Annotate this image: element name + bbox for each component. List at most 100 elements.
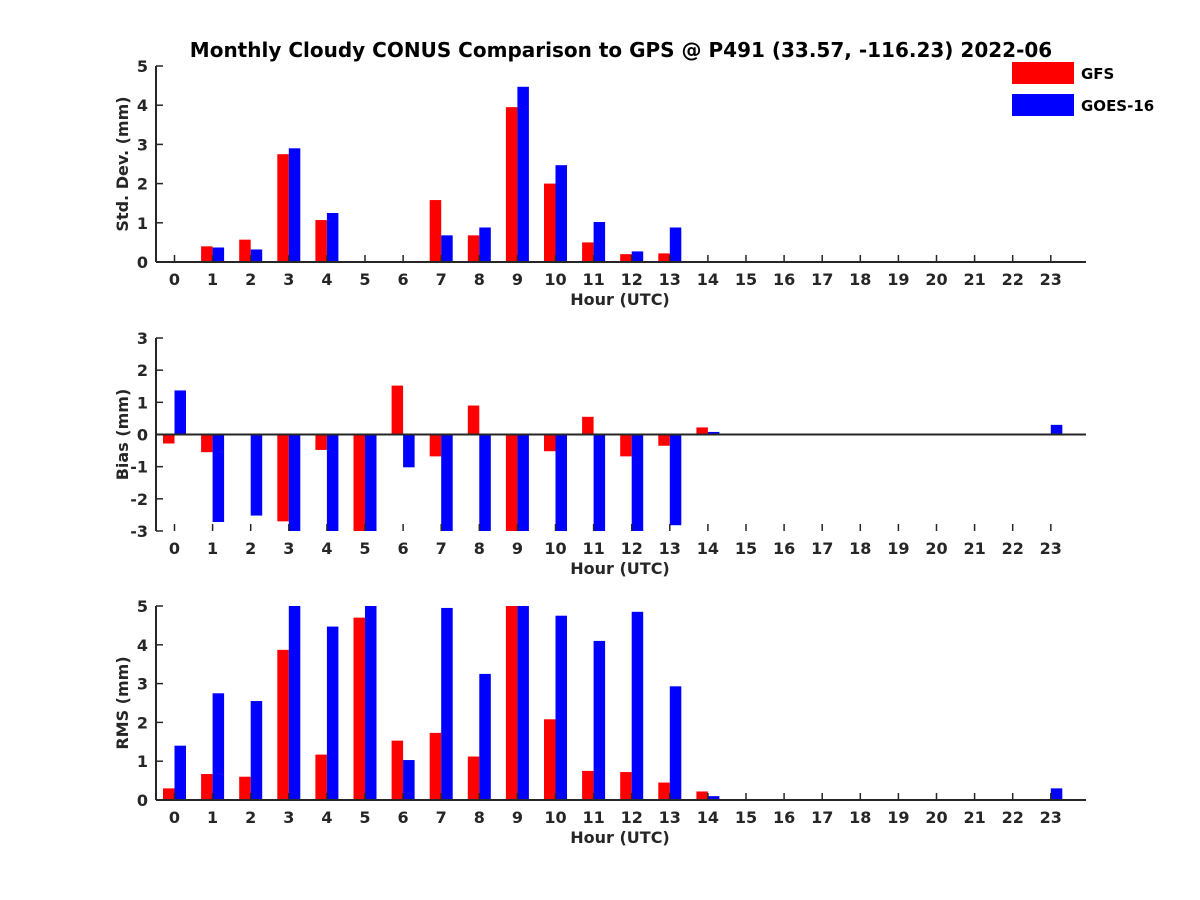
- bar-gfs-hour-4: [315, 434, 327, 450]
- bar-goes-16-hour-10: [555, 434, 567, 531]
- bar-goes-16-hour-14: [707, 431, 720, 435]
- x-tick-label: 14: [697, 270, 719, 289]
- bar-goes-16-hour-9: [517, 434, 529, 531]
- y-tick-label: 5: [137, 597, 148, 616]
- legend-label: GFS: [1081, 65, 1114, 83]
- x-tick-label: 1: [207, 539, 218, 558]
- bar-goes-16-hour-23: [1050, 424, 1063, 435]
- x-tick-label: 17: [811, 539, 833, 558]
- bar-gfs-hour-1: [201, 434, 213, 453]
- bar-gfs-hour-10: [544, 719, 556, 800]
- bar-gfs-hour-9: [505, 606, 518, 800]
- bar-gfs-hour-14: [696, 791, 708, 800]
- y-tick-label: 1: [137, 214, 148, 233]
- x-tick-label: 7: [436, 539, 447, 558]
- bar-goes-16-hour-3: [288, 606, 301, 800]
- y-tick-label: -1: [130, 458, 148, 477]
- y-tick-label: 3: [137, 329, 148, 348]
- x-tick-label: 21: [963, 539, 985, 558]
- bar-gfs-hour-6: [391, 740, 404, 800]
- x-tick-label: 6: [398, 539, 409, 558]
- x-tick-label: 6: [398, 270, 409, 289]
- x-tick-label: 5: [359, 808, 370, 827]
- x-tick-label: 7: [436, 270, 447, 289]
- bar-goes-16-hour-12: [631, 251, 644, 262]
- bar-goes-16-hour-1: [212, 434, 225, 522]
- bar-goes-16-hour-6: [403, 434, 415, 468]
- x-tick-label: 1: [207, 270, 218, 289]
- bar-goes-16-hour-0: [174, 390, 186, 435]
- y-tick-label: 3: [137, 135, 148, 154]
- bar-goes-16-hour-6: [403, 760, 415, 800]
- bar-goes-16-hour-13: [669, 227, 682, 262]
- x-axis-label: Hour (UTC): [570, 290, 670, 309]
- x-tick-label: 18: [849, 539, 871, 558]
- x-tick-label: 23: [1040, 270, 1062, 289]
- x-tick-label: 16: [773, 808, 795, 827]
- x-tick-label: 22: [1002, 808, 1024, 827]
- x-tick-label: 9: [512, 539, 523, 558]
- x-axis-label: Hour (UTC): [570, 559, 670, 578]
- x-tick-label: 5: [359, 539, 370, 558]
- bar-gfs-hour-4: [315, 754, 327, 800]
- bar-gfs-hour-1: [201, 774, 213, 800]
- y-axis-label: Std. Dev. (mm): [113, 96, 132, 231]
- x-tick-label: 0: [169, 808, 180, 827]
- x-tick-label: 22: [1002, 539, 1024, 558]
- bar-gfs-hour-12: [620, 254, 632, 262]
- bar-gfs-hour-7: [429, 200, 442, 262]
- x-tick-label: 12: [621, 270, 643, 289]
- y-tick-label: 3: [137, 675, 148, 694]
- x-tick-label: 4: [321, 539, 332, 558]
- x-tick-label: 17: [811, 808, 833, 827]
- bar-gfs-hour-8: [467, 405, 480, 435]
- y-tick-label: 4: [137, 636, 148, 655]
- x-tick-label: 18: [849, 808, 871, 827]
- bar-goes-16-hour-11: [593, 434, 606, 531]
- bar-goes-16-hour-1: [212, 693, 225, 800]
- x-tick-label: 1: [207, 808, 218, 827]
- bar-gfs-hour-11: [582, 416, 594, 435]
- x-tick-label: 7: [436, 808, 447, 827]
- y-tick-label: 2: [137, 175, 148, 194]
- x-tick-label: 0: [169, 539, 180, 558]
- y-tick-label: -3: [130, 522, 148, 541]
- bar-goes-16-hour-5: [365, 434, 377, 531]
- x-tick-label: 15: [735, 808, 757, 827]
- x-tick-label: 17: [811, 270, 833, 289]
- x-tick-label: 9: [512, 270, 523, 289]
- x-tick-label: 0: [169, 270, 180, 289]
- bar-goes-16-hour-10: [555, 615, 567, 800]
- bar-goes-16-hour-11: [593, 222, 606, 262]
- x-tick-label: 19: [887, 539, 909, 558]
- bar-gfs-hour-9: [505, 107, 518, 262]
- x-tick-label: 15: [735, 270, 757, 289]
- x-tick-label: 14: [697, 808, 719, 827]
- x-tick-label: 19: [887, 270, 909, 289]
- x-tick-label: 8: [474, 270, 485, 289]
- bar-goes-16-hour-2: [250, 249, 263, 262]
- x-tick-label: 12: [621, 808, 643, 827]
- bar-gfs-hour-8: [467, 235, 480, 262]
- y-tick-label: 2: [137, 713, 148, 732]
- bar-goes-16-hour-13: [669, 686, 682, 800]
- bar-gfs-hour-13: [658, 253, 670, 262]
- bar-gfs-hour-9: [505, 434, 518, 531]
- bar-goes-16-hour-0: [174, 745, 186, 800]
- bar-goes-16-hour-2: [250, 434, 263, 516]
- x-tick-label: 11: [582, 808, 604, 827]
- bar-goes-16-hour-7: [441, 607, 453, 800]
- x-tick-label: 14: [697, 539, 719, 558]
- x-tick-label: 16: [773, 270, 795, 289]
- bar-goes-16-hour-7: [441, 235, 453, 262]
- y-tick-label: 1: [137, 752, 148, 771]
- bar-gfs-hour-11: [582, 770, 594, 800]
- x-tick-label: 12: [621, 539, 643, 558]
- bar-gfs-hour-7: [429, 732, 442, 800]
- chart-title: Monthly Cloudy CONUS Comparison to GPS @…: [190, 38, 1052, 62]
